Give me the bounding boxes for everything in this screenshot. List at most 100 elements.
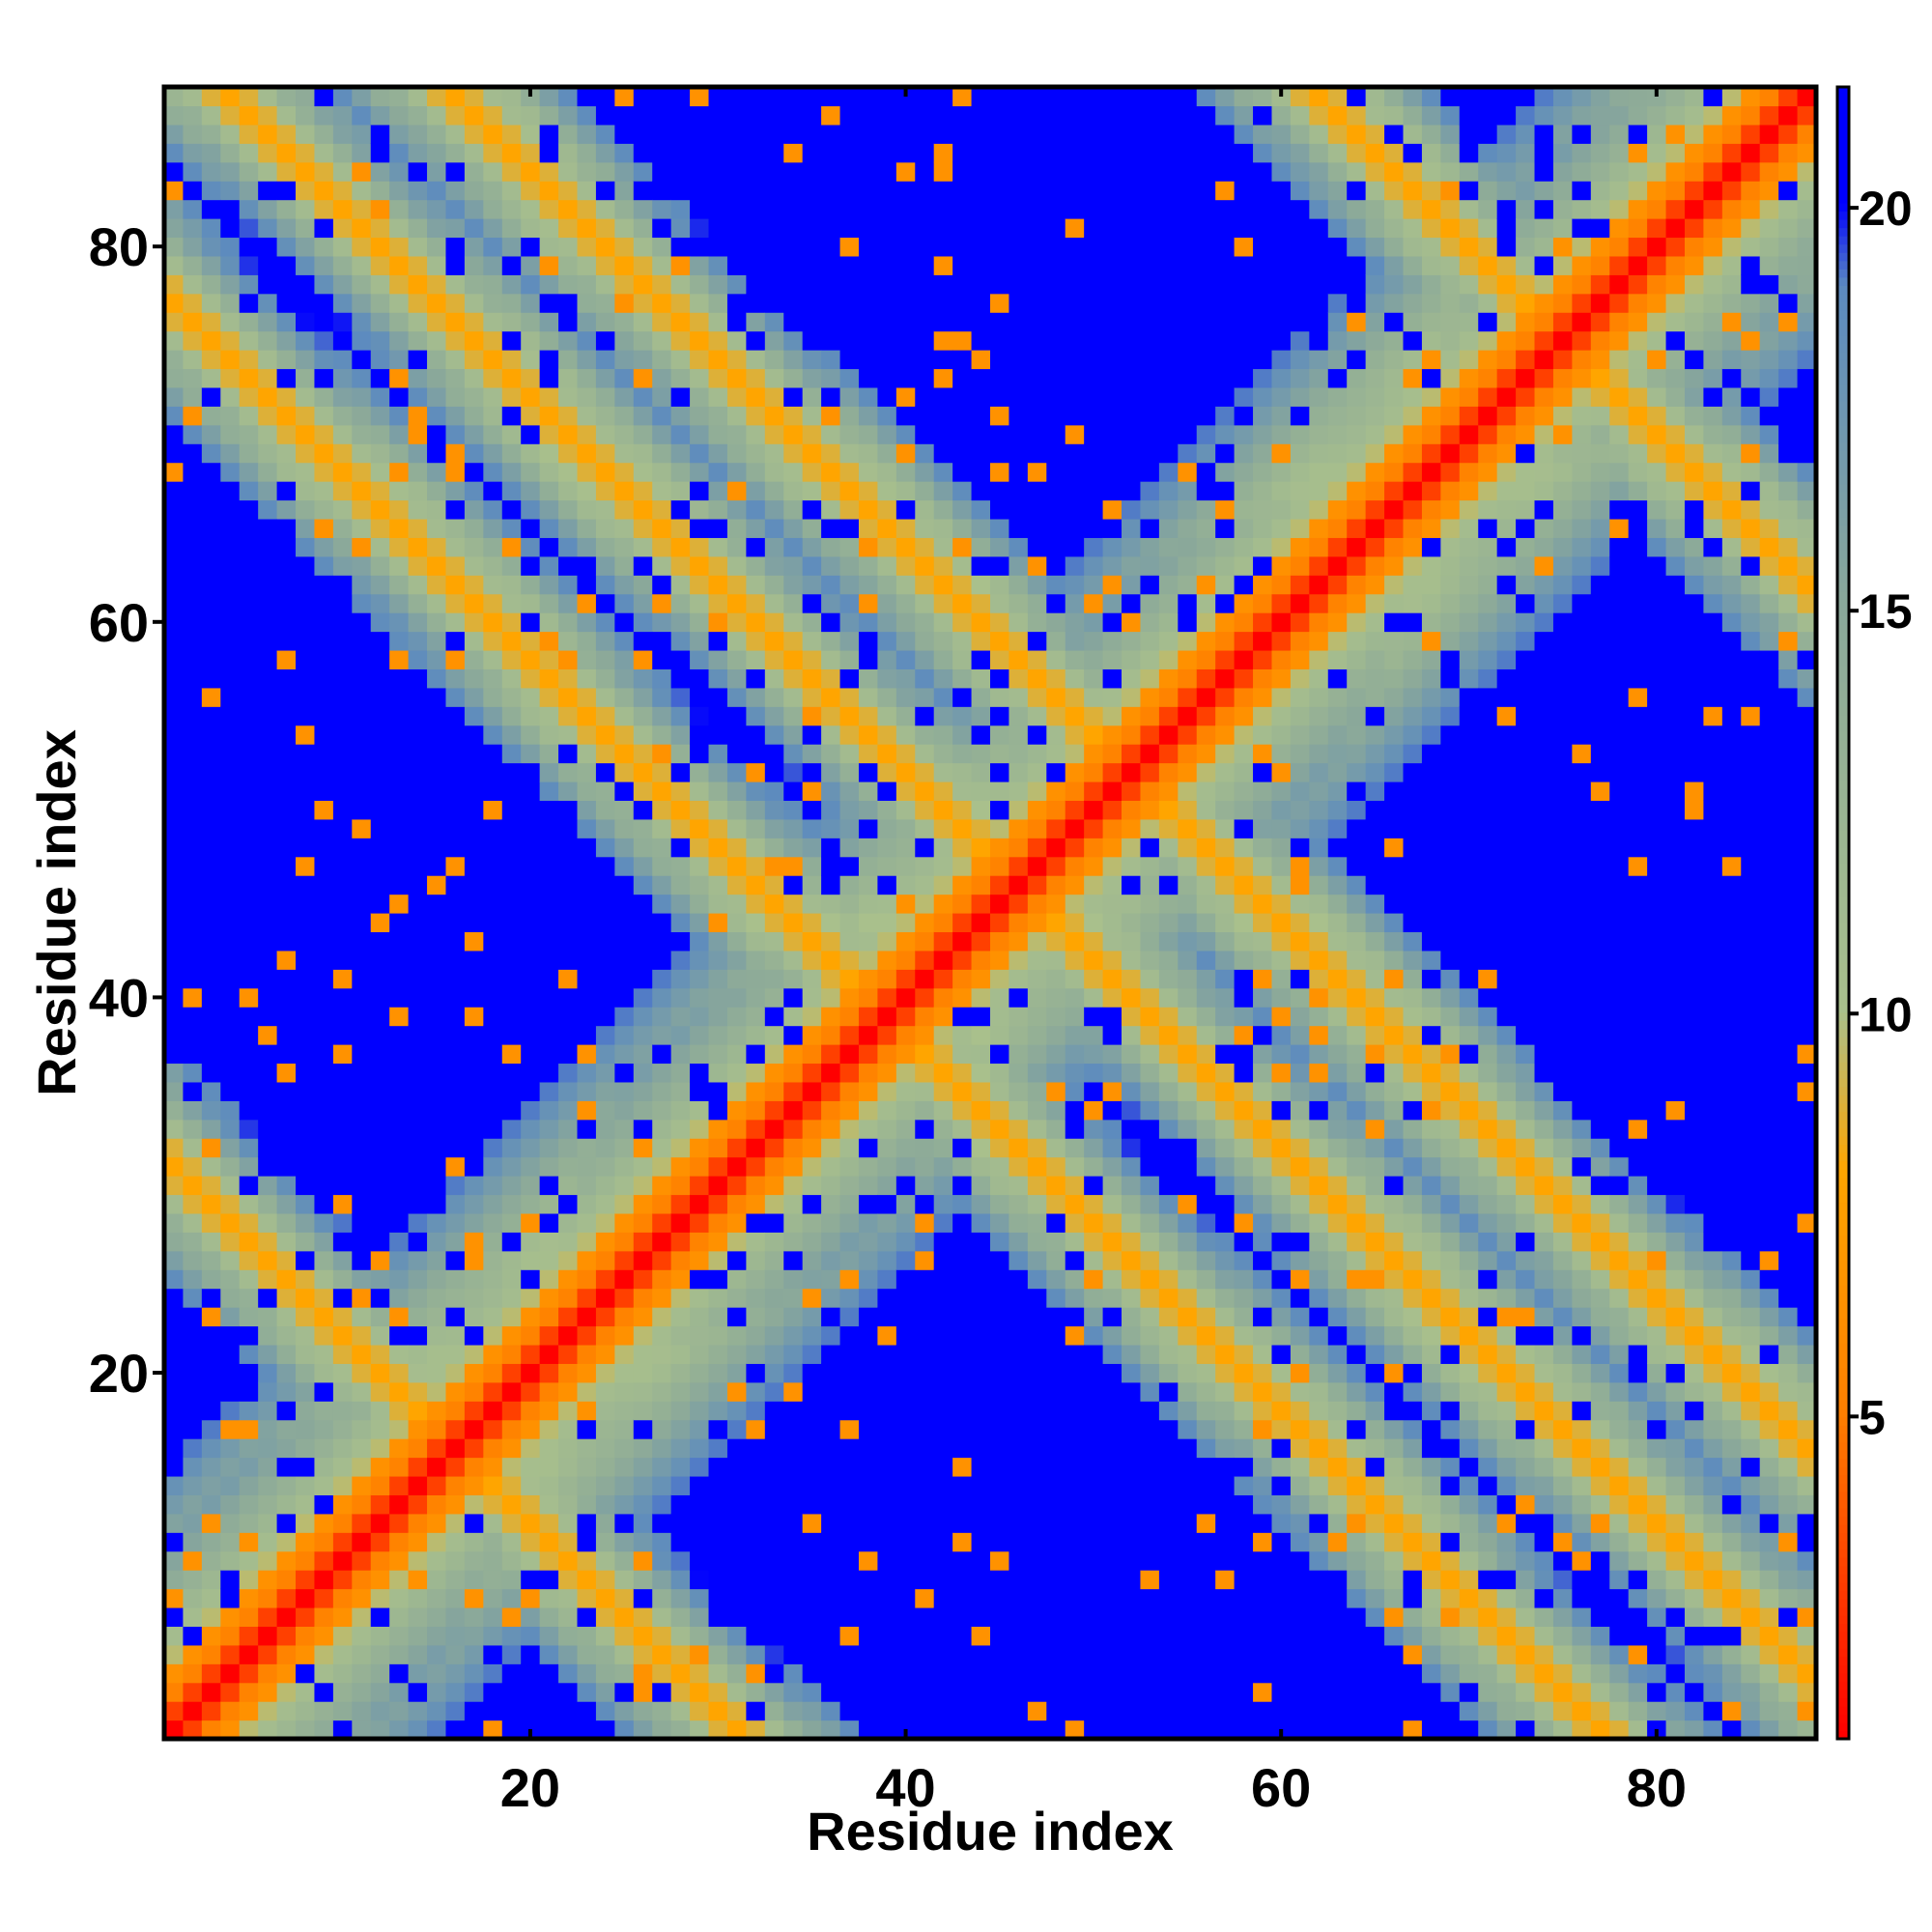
heatmap-cell (408, 668, 428, 689)
heatmap-cell (332, 1288, 353, 1308)
heatmap-cell (1158, 1438, 1179, 1459)
heatmap-cell (802, 1682, 822, 1702)
heatmap-cell (558, 1494, 579, 1515)
heatmap-cell (314, 1119, 334, 1139)
heatmap-cell (1215, 838, 1236, 858)
heatmap-cell (690, 1176, 710, 1196)
heatmap-cell (1102, 1701, 1122, 1721)
heatmap-cell (690, 1325, 710, 1346)
heatmap-cell (1140, 218, 1160, 239)
heatmap-cell (427, 1588, 447, 1608)
heatmap-cell (201, 1194, 221, 1214)
heatmap-cell (183, 969, 203, 989)
heatmap-cell (839, 518, 860, 538)
heatmap-cell (408, 350, 428, 370)
heatmap-cell (1158, 1381, 1179, 1402)
heatmap-cell (971, 1156, 991, 1177)
heatmap-cell (821, 555, 841, 576)
heatmap-cell (1122, 762, 1142, 782)
heatmap-cell (1027, 1457, 1047, 1477)
heatmap-cell (389, 330, 410, 351)
heatmap-cell (1140, 518, 1160, 538)
heatmap-cell (802, 237, 822, 257)
heatmap-cell (1140, 274, 1160, 295)
heatmap-cell (764, 838, 784, 858)
heatmap-cell (501, 237, 522, 257)
heatmap-cell (1196, 724, 1216, 745)
heatmap-cell (802, 1663, 822, 1684)
heatmap-cell (445, 1494, 466, 1515)
heatmap-cell (839, 1532, 860, 1552)
heatmap-cell (521, 537, 541, 557)
heatmap-cell (708, 969, 728, 989)
heatmap-cell (990, 1194, 1010, 1214)
heatmap-cell (915, 987, 935, 1008)
heatmap-cell (726, 1250, 747, 1270)
heatmap-cell (539, 368, 559, 388)
heatmap-cell (370, 1419, 390, 1439)
heatmap-cell (183, 800, 203, 820)
heatmap-cell (670, 1007, 691, 1027)
heatmap-cell (1065, 1363, 1085, 1383)
heatmap-cell (1084, 274, 1104, 295)
heatmap-cell (220, 1475, 241, 1495)
heatmap-cell (933, 762, 953, 782)
heatmap-cell (389, 950, 410, 970)
heatmap-cell (652, 1588, 672, 1608)
heatmap-cell (1046, 1719, 1066, 1740)
heatmap-cell (408, 1570, 428, 1590)
heatmap-cell (1140, 1401, 1160, 1421)
heatmap-cell (1215, 724, 1236, 745)
heatmap-cell (614, 593, 635, 613)
heatmap-cell (1009, 668, 1029, 689)
heatmap-cell (183, 1194, 203, 1214)
heatmap-cell (1009, 443, 1029, 464)
heatmap-cell (652, 1156, 672, 1177)
heatmap-cell (183, 1156, 203, 1177)
heatmap-cell (858, 274, 879, 295)
heatmap-cell (183, 1250, 203, 1270)
heatmap-cell (1009, 1663, 1029, 1684)
heatmap-cell (201, 575, 221, 595)
heatmap-cell (821, 1307, 841, 1327)
heatmap-cell (1196, 555, 1216, 576)
heatmap-cell (201, 1269, 221, 1290)
heatmap-cell (783, 199, 804, 219)
heatmap-cell (821, 1063, 841, 1083)
heatmap-cell (783, 818, 804, 838)
heatmap-cell (652, 818, 672, 838)
heatmap-cell (408, 1438, 428, 1459)
heatmap-cell (877, 969, 897, 989)
heatmap-cell (1196, 1025, 1216, 1045)
heatmap-cell (708, 330, 728, 351)
heatmap-cell (183, 330, 203, 351)
heatmap-cell (445, 875, 466, 895)
heatmap-cell (915, 612, 935, 633)
heatmap-cell (1009, 931, 1029, 952)
heatmap-cell (690, 87, 710, 107)
heatmap-cell (690, 1438, 710, 1459)
heatmap-cell (1084, 687, 1104, 707)
heatmap-cell (296, 687, 316, 707)
heatmap-cell (370, 1119, 390, 1139)
heatmap-cell (670, 1550, 691, 1571)
heatmap-cell (746, 875, 766, 895)
heatmap-cell (1046, 312, 1066, 332)
heatmap-cell (1122, 1307, 1142, 1327)
heatmap-cell (839, 1269, 860, 1290)
heatmap-cell (483, 330, 503, 351)
heatmap-cell (670, 1682, 691, 1702)
heatmap-cell (332, 781, 353, 802)
heatmap-cell (577, 1719, 597, 1740)
heatmap-cell (1027, 199, 1047, 219)
heatmap-cell (276, 762, 297, 782)
heatmap-cell (1196, 875, 1216, 895)
heatmap-cell (220, 1232, 241, 1252)
heatmap-cell (652, 161, 672, 182)
heatmap-cell (652, 1663, 672, 1684)
heatmap-cell (1196, 1119, 1216, 1139)
heatmap-cell (1084, 1081, 1104, 1101)
heatmap-cell (1140, 1363, 1160, 1383)
heatmap-cell (239, 386, 259, 407)
heatmap-cell (746, 218, 766, 239)
